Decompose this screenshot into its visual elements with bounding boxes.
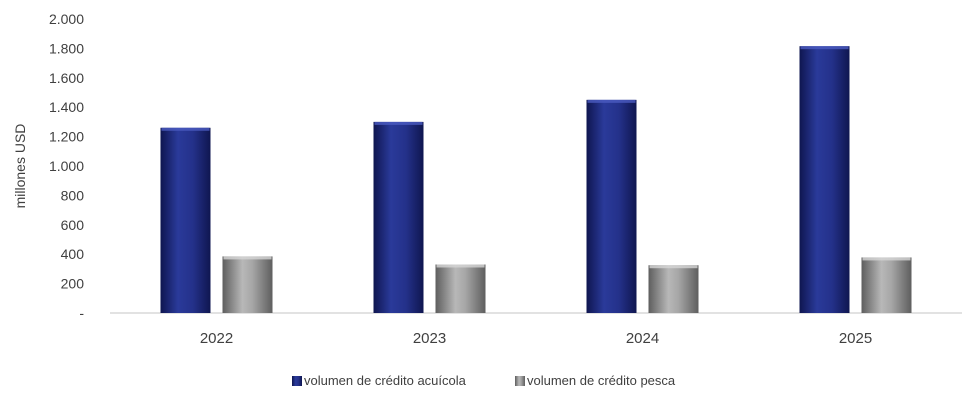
y-tick-label: 2.000 (49, 11, 84, 27)
y-tick-label: 800 (61, 187, 85, 203)
bar-highlight (800, 46, 849, 50)
bar-highlight (649, 265, 698, 269)
bars (160, 46, 912, 314)
bar-acuicola-2022 (160, 127, 211, 313)
y-axis-label: millones USD (12, 124, 28, 209)
bar-highlight (587, 99, 636, 103)
legend-label: volumen de crédito acuícola (304, 373, 467, 388)
x-tick-label: 2022 (200, 330, 233, 347)
bar-pesca-2023 (435, 264, 486, 313)
bar-highlight (436, 264, 485, 268)
legend-label: volumen de crédito pesca (527, 373, 676, 388)
y-tick-label: 1.000 (49, 158, 84, 174)
bar-highlight (223, 256, 272, 260)
bar-highlight (862, 257, 911, 261)
y-tick-label: 1.600 (49, 70, 84, 86)
legend-swatch-pesca (515, 376, 525, 386)
x-tick-label: 2024 (626, 330, 659, 347)
x-tick-label: 2025 (839, 330, 872, 347)
y-tick-label: - (79, 305, 84, 321)
y-tick-label: 200 (61, 276, 85, 292)
x-tick-label: 2023 (413, 330, 446, 347)
y-tick-label: 1.200 (49, 129, 84, 145)
y-tick-label: 1.800 (49, 40, 84, 56)
legend: volumen de crédito acuícola volumen de cr… (292, 373, 676, 388)
legend-swatch-acuicola (292, 376, 302, 386)
bar-highlight (374, 121, 423, 125)
bar-acuicola-2023 (373, 121, 424, 314)
y-tick-label: 1.400 (49, 99, 84, 115)
bar-acuicola-2025 (799, 46, 850, 313)
bar-pesca-2025 (861, 257, 912, 313)
bar-pesca-2024 (648, 265, 699, 313)
bar-highlight (161, 127, 210, 131)
bar-acuicola-2024 (586, 99, 637, 313)
y-tick-label: 600 (61, 217, 85, 233)
y-axis-ticks: - 200 400 600 800 1.000 1.200 1.400 1.600 1.800 2.… (49, 11, 84, 321)
x-axis-ticks: 2022 2023 2024 2025 (200, 330, 872, 347)
bar-pesca-2022 (222, 256, 273, 313)
y-tick-label: 400 (61, 246, 85, 262)
